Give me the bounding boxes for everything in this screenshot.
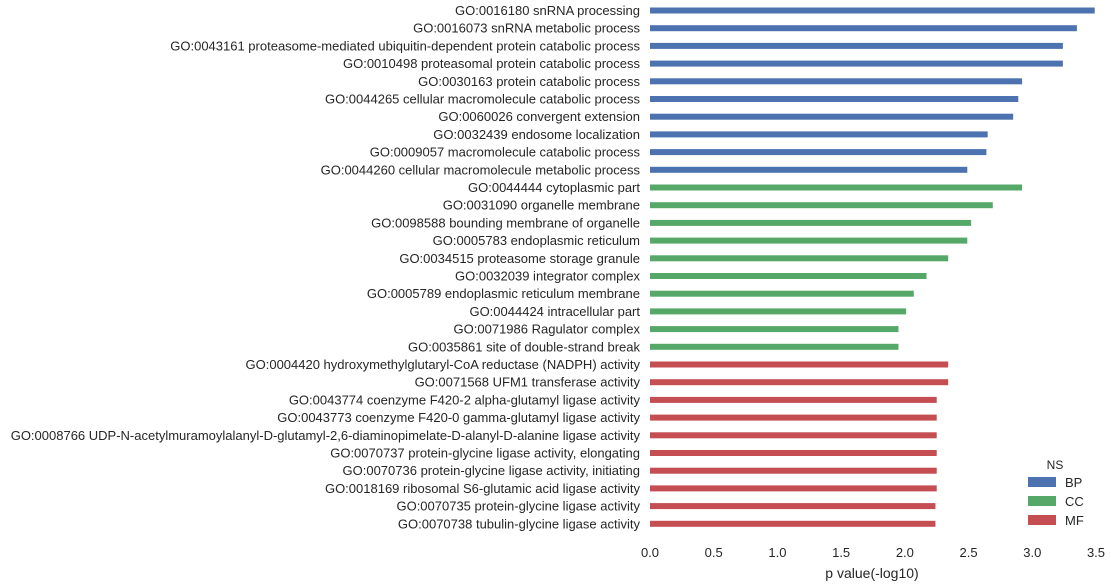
bar-mf	[650, 414, 937, 421]
bar-cc	[650, 290, 914, 297]
category-label: GO:0070735 protein-glycine ligase activi…	[396, 499, 640, 514]
bar-mf	[650, 503, 936, 510]
category-label: GO:0035861 site of double-strand break	[408, 339, 640, 354]
bar-cc	[650, 184, 1023, 191]
category-label: GO:0032039 integrator complex	[455, 269, 640, 284]
bar-mf	[650, 379, 949, 386]
category-label: GO:0098588 bounding membrane of organell…	[371, 215, 640, 230]
category-label: GO:0005783 endoplasmic reticulum	[433, 233, 640, 248]
legend-label-bp: BP	[1065, 475, 1082, 490]
bar-bp	[650, 113, 1014, 120]
x-tick-label: 2.5	[960, 545, 978, 560]
bar-cc	[650, 202, 993, 209]
category-label: GO:0016180 snRNA processing	[455, 3, 640, 18]
category-label: GO:0030163 protein catabolic process	[418, 74, 640, 89]
bar-cc	[650, 237, 968, 244]
category-label: GO:0031090 organelle membrane	[443, 198, 640, 213]
category-label: GO:0009057 macromolecule catabolic proce…	[370, 145, 641, 160]
bar-mf	[650, 520, 936, 527]
bar-mf	[650, 467, 937, 474]
x-tick-label: 0.0	[641, 545, 659, 560]
x-axis-ticks-group: 0.0 0.5 1.0 1.5 2.0 2.5 3.0 3.5	[641, 545, 1105, 560]
bar-bp	[650, 78, 1023, 85]
bar-bp	[650, 149, 987, 156]
category-label: GO:0071986 Ragulator complex	[454, 322, 641, 337]
category-label: GO:0070737 protein-glycine ligase activi…	[330, 446, 640, 461]
category-label: GO:0070736 protein-glycine ligase activi…	[343, 463, 640, 478]
bar-cc	[650, 308, 907, 315]
bar-mf	[650, 361, 949, 368]
legend-swatch-bp	[1028, 477, 1056, 487]
category-label: GO:0044260 cellular macromolecule metabo…	[321, 162, 641, 177]
bar-bp	[650, 96, 1019, 102]
category-label: GO:0044444 cytoplasmic part	[468, 180, 640, 195]
x-tick-label: 2.0	[896, 545, 914, 560]
legend: NS BP CC MF	[1028, 458, 1084, 528]
category-labels-group: GO:0016180 snRNA processing GO:0016073 sn…	[11, 3, 641, 531]
x-tick-label: 3.0	[1023, 545, 1041, 560]
category-label: GO:0016073 snRNA metabolic process	[413, 21, 640, 36]
x-tick-label: 1.0	[768, 545, 786, 560]
bar-bp	[650, 60, 1063, 67]
category-label: GO:0043773 coenzyme F420-0 gamma-glutamy…	[277, 410, 640, 425]
bar-bp	[650, 166, 968, 173]
bar-cc	[650, 255, 949, 262]
bars-group	[650, 7, 1095, 527]
legend-swatch-cc	[1028, 496, 1056, 506]
category-label: GO:0071568 UFM1 transferase activity	[415, 375, 641, 390]
legend-label-cc: CC	[1065, 494, 1084, 509]
legend-label-mf: MF	[1065, 513, 1084, 528]
category-label: GO:0070738 tubulin-glycine ligase activi…	[398, 516, 641, 531]
x-tick-label: 0.5	[705, 545, 723, 560]
category-label: GO:0005789 endoplasmic reticulum membran…	[367, 286, 640, 301]
category-label: GO:0043161 proteasome-mediated ubiquitin…	[170, 38, 640, 53]
category-label: GO:0008766 UDP-N-acetylmuramoylalanyl-D-…	[11, 428, 641, 443]
x-tick-label: 1.5	[832, 545, 850, 560]
category-label: GO:0004420 hydroxymethylglutaryl-CoA red…	[246, 357, 641, 372]
legend-entries: BP CC MF	[1028, 475, 1084, 528]
x-tick-label: 3.5	[1087, 545, 1105, 560]
legend-title: NS	[1047, 458, 1064, 472]
category-label: GO:0010498 proteasomal protein catabolic…	[343, 56, 641, 71]
bar-cc	[650, 343, 899, 350]
bar-mf	[650, 432, 937, 439]
bar-bp	[650, 131, 988, 138]
bar-cc	[650, 273, 927, 279]
bar-mf	[650, 396, 937, 403]
x-axis-title: p value(-log10)	[825, 565, 918, 581]
category-label: GO:0032439 endosome localization	[433, 127, 640, 142]
bar-cc	[650, 326, 899, 333]
bar-bp	[650, 42, 1063, 49]
bar-bp	[650, 25, 1077, 32]
bar-mf	[650, 485, 937, 492]
category-label: GO:0018169 ribosomal S6-glutamic acid li…	[325, 481, 641, 496]
bar-bp	[650, 7, 1095, 14]
bar-mf	[650, 450, 937, 456]
category-label: GO:0044424 intracellular part	[469, 304, 640, 319]
category-label: GO:0044265 cellular macromolecule catabo…	[325, 92, 641, 107]
category-label: GO:0034515 proteasome storage granule	[399, 251, 640, 266]
category-label: GO:0043774 coenzyme F420-2 alpha-glutamy…	[289, 392, 641, 407]
category-label: GO:0060026 convergent extension	[438, 109, 640, 124]
legend-swatch-mf	[1028, 515, 1056, 525]
bar-cc	[650, 219, 972, 226]
